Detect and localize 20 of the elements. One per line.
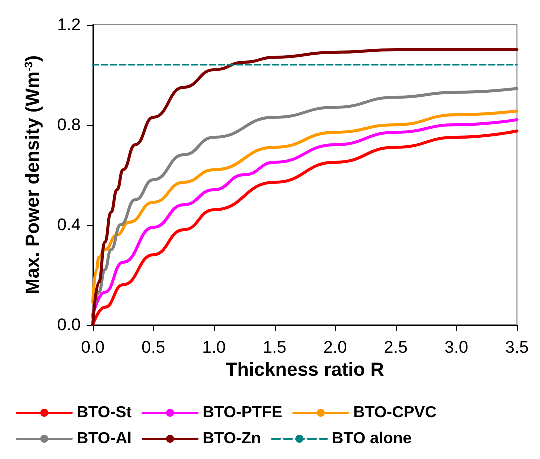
x-tick-label: 2.0 [324, 338, 348, 357]
y-tick-label: 0.4 [57, 216, 81, 234]
x-tick-label: 3.5 [505, 338, 530, 357]
x-tick-label: 0.0 [81, 338, 105, 357]
legend-label: BTO-St [77, 404, 132, 422]
y-tick-label: 0.0 [57, 316, 81, 334]
x-tick-label: 0.5 [142, 338, 166, 357]
x-tick-label: 1.5 [262, 338, 287, 357]
y-tick-label: 1.2 [57, 16, 81, 34]
legend-label: BTO-CPVC [354, 404, 438, 422]
legend-label: BTO-PTFE [202, 404, 283, 422]
x-axis-title: Thickness ratio R [226, 360, 385, 381]
legend-label: BTO-Al [77, 430, 132, 448]
y-tick-label: 0.8 [57, 116, 81, 134]
legend-label: BTO-Zn [202, 430, 262, 448]
legend-label: BTO alone [332, 430, 412, 448]
x-tick-label: 1.0 [202, 338, 226, 357]
x-tick-label: 3.0 [444, 338, 468, 357]
x-tick-label: 2.5 [384, 338, 408, 357]
y-axis-title: Max. Power density (Wm-3) [23, 56, 44, 294]
